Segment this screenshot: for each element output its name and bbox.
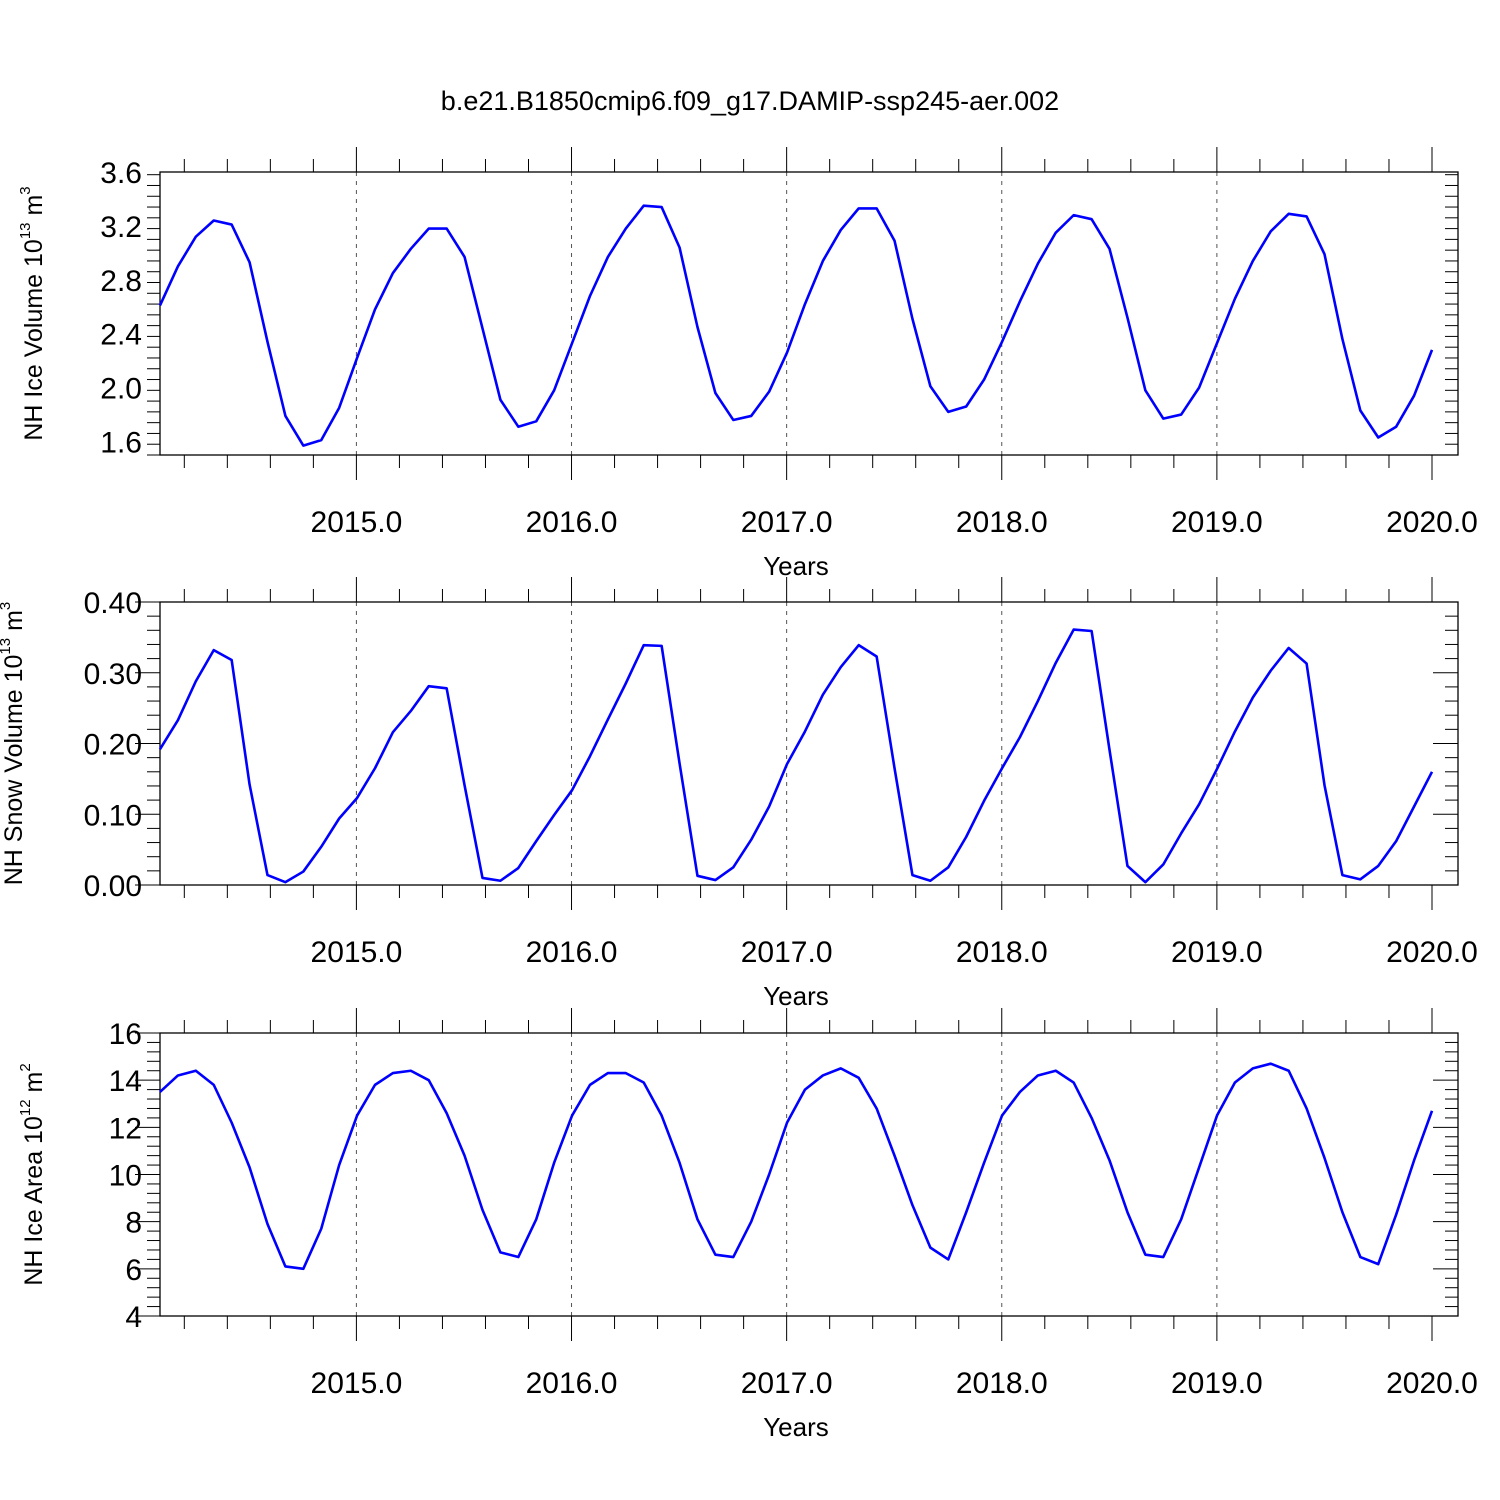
snow-volume-y-tick-label: 0.10 — [84, 799, 142, 832]
ice-area-y-tick-label: 14 — [109, 1065, 142, 1098]
ice-volume-x-tick-label: 2015.0 — [311, 506, 403, 539]
ice-volume-y-tick-label: 2.4 — [100, 319, 142, 352]
snow-volume-series-line — [158, 628, 1434, 884]
snow-volume-x-axis-label: Years — [763, 981, 829, 1011]
ice-area-x-tick-label: 2019.0 — [1171, 1367, 1263, 1400]
figure-title: b.e21.B1850cmip6.f09_g17.DAMIP-ssp245-ae… — [441, 86, 1059, 116]
snow-volume-x-tick-label: 2017.0 — [741, 936, 833, 969]
ice-area-y-tick-label: 8 — [125, 1207, 142, 1240]
snow-volume-y-tick-label: 0.00 — [84, 870, 142, 903]
ice-volume-y-axis-label: NH Ice Volume 1013 m3 — [17, 186, 48, 440]
ice-area-x-tick-label: 2017.0 — [741, 1367, 833, 1400]
ice-area-y-tick-label: 12 — [109, 1112, 142, 1145]
snow-volume-x-tick-label: 2018.0 — [956, 936, 1048, 969]
snow-volume-panel: 2015.0 2016.0 2017.0 2018.0 2019.0 2020.0 Year… — [0, 577, 1478, 1011]
ice-volume-x-tick-label: 2017.0 — [741, 506, 833, 539]
snow-volume-y-tick-label: 0.40 — [84, 587, 142, 620]
ice-volume-y-tick-label: 3.2 — [100, 211, 142, 244]
ice-volume-x-tick-label: 2019.0 — [1171, 506, 1263, 539]
ice-area-y-tick-label: 10 — [109, 1160, 142, 1193]
snow-volume-x-tick-label: 2016.0 — [526, 936, 618, 969]
ice-area-x-tick-label: 2015.0 — [311, 1367, 403, 1400]
ice-area-x-tick-label: 2020.0 — [1386, 1367, 1478, 1400]
snow-volume-x-tick-label: 2019.0 — [1171, 936, 1263, 969]
ice-area-x-axis-label: Years — [763, 1412, 829, 1442]
snow-volume-plot-frame — [159, 601, 1459, 886]
ice-volume-x-tick-label: 2018.0 — [956, 506, 1048, 539]
snow-volume-y-tick-label: 0.20 — [84, 729, 142, 762]
ice-area-panel: 2015.0 2016.0 2017.0 2018.0 2019.0 2020.0 Year… — [17, 1008, 1478, 1442]
ice-volume-y-tick-label: 2.0 — [100, 373, 142, 406]
ice-area-y-axis-label: NH Ice Area 1012 m2 — [17, 1063, 48, 1285]
ice-volume-y-tick-label: 3.6 — [100, 157, 142, 190]
snow-volume-x-tick-label: 2015.0 — [311, 936, 403, 969]
ice-volume-y-tick-label: 1.6 — [100, 427, 142, 460]
ice-area-series-line — [159, 1062, 1434, 1271]
ice-volume-x-tick-label: 2020.0 — [1386, 506, 1478, 539]
ice-area-x-tick-label: 2018.0 — [956, 1367, 1048, 1400]
ice-area-y-tick-label: 16 — [109, 1018, 142, 1051]
ice-volume-panel: 2015.0 2016.0 2017.0 2018.0 2019.0 2020.0 Year… — [17, 147, 1478, 581]
ice-volume-y-tick-label: 2.8 — [100, 265, 142, 298]
ice-area-y-tick-label: 4 — [125, 1301, 142, 1334]
ice-area-y-tick-label: 6 — [125, 1254, 142, 1287]
ice-area-x-tick-label: 2016.0 — [526, 1367, 618, 1400]
ice-area-plot-frame — [159, 1032, 1459, 1317]
snow-volume-y-axis-label: NH Snow Volume 1013 m3 — [0, 602, 28, 886]
ice-volume-series-line — [158, 204, 1434, 447]
snow-volume-x-tick-label: 2020.0 — [1386, 936, 1478, 969]
ice-volume-plot-frame — [159, 171, 1459, 456]
ice-volume-x-axis-label: Years — [763, 551, 829, 581]
snow-volume-y-tick-label: 0.30 — [84, 658, 142, 691]
ice-volume-x-tick-label: 2016.0 — [526, 506, 618, 539]
